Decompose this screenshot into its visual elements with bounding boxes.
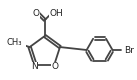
Text: CH₃: CH₃ (7, 38, 22, 47)
Text: N: N (31, 62, 38, 71)
Text: OH: OH (49, 9, 63, 18)
Text: O: O (33, 9, 40, 18)
Text: O: O (51, 62, 58, 71)
Text: Br: Br (125, 46, 134, 55)
